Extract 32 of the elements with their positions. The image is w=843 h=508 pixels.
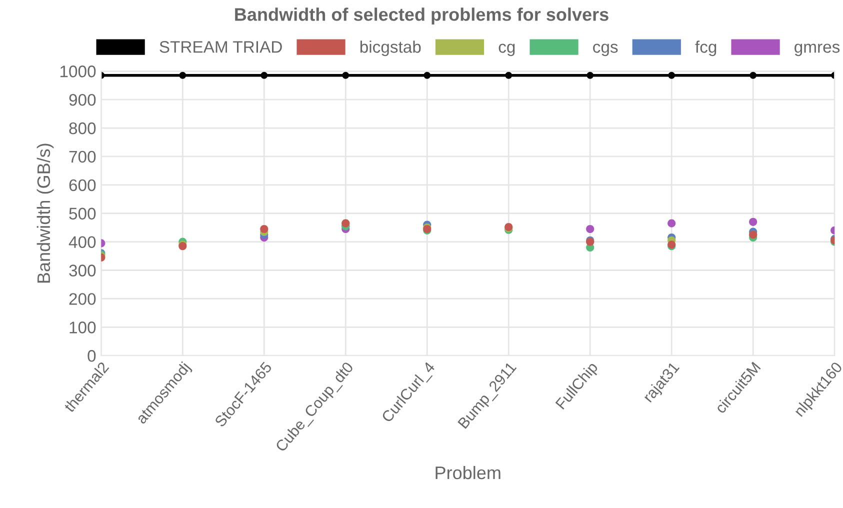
y-tick-label: 0 (88, 350, 96, 362)
point (260, 72, 268, 79)
x-axis-title: Problem (436, 466, 500, 480)
point (586, 224, 594, 234)
legend-label: cg (498, 44, 515, 56)
y-tick-label: 500 (69, 208, 96, 220)
point (342, 72, 350, 79)
y-tick-label: 200 (69, 293, 96, 305)
legend-label: fcg (695, 40, 716, 56)
legend-label: STREAM TRIAD (160, 41, 282, 53)
y-tick-label: 700 (69, 150, 96, 163)
point (586, 72, 594, 79)
point (668, 72, 676, 79)
y-tick-label: 100 (70, 322, 96, 334)
y-tick-label: 300 (69, 264, 96, 276)
y-tick-label: 900 (69, 94, 96, 106)
chart-title: Bandwidth of selected problems for solvers (235, 8, 608, 24)
y-tick-label: 400 (68, 236, 96, 248)
point (750, 72, 757, 79)
point (668, 219, 676, 228)
legend-label: gmres (794, 44, 840, 56)
y-tick-label: 600 (69, 179, 96, 192)
y-axis-title: Bandwidth (GB/s) (36, 144, 54, 283)
y-tick-label: 1000 (60, 66, 96, 78)
point (505, 72, 512, 79)
point (260, 224, 268, 234)
legend-label: cgs (593, 44, 618, 56)
point (424, 72, 431, 79)
point (179, 72, 186, 79)
legend-label: bicgstab (360, 40, 421, 56)
y-tick-label: 800 (69, 122, 96, 134)
point (749, 218, 758, 226)
